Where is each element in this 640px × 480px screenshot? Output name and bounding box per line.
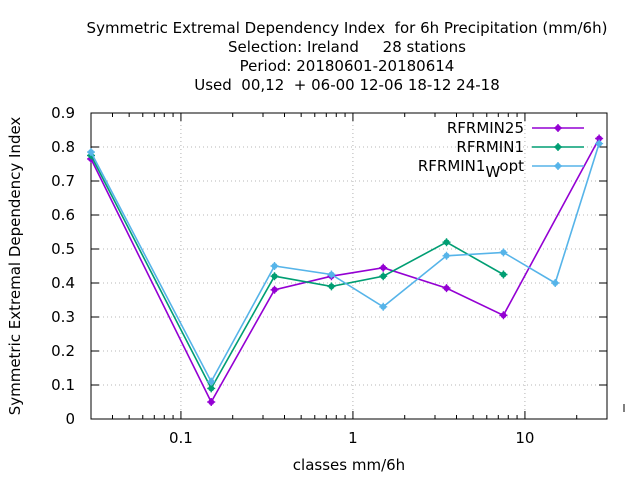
legend-marker-cross (554, 162, 562, 170)
legend-marker-cross (554, 143, 562, 151)
legend-label-main: RFRMIN1 (456, 138, 524, 156)
series-line (90, 155, 504, 391)
data-point-cross (270, 262, 279, 270)
legend-label-tail: opt (499, 157, 524, 175)
data-point-cross (270, 285, 279, 294)
x-tick-label: 0.1 (169, 429, 193, 447)
y-tick-label: 0.1 (51, 376, 75, 394)
x-axis-label: classes mm/6h (293, 456, 405, 474)
data-point-cross (442, 251, 451, 260)
data-point-cross (379, 302, 388, 311)
y-tick-label: 0.2 (51, 342, 75, 360)
data-point-cross (499, 270, 508, 279)
data-point-cross (327, 270, 336, 279)
series-lines (87, 134, 604, 406)
y-tick-label: 0.4 (51, 274, 75, 292)
legend-label-subscript: W (485, 163, 500, 181)
y-tick-label: 0 (65, 410, 75, 428)
plot-border (90, 112, 608, 420)
chart-title-line: Symmetric Extremal Dependency Index for … (87, 19, 608, 37)
y-axis-label: Symmetric Extremal Dependency Index (6, 117, 24, 416)
data-point-cross (327, 282, 336, 291)
legend-label-main: RFRMIN25 (447, 119, 524, 137)
data-point-cross (551, 279, 560, 287)
chart-title-line: Selection: Ireland 28 stations (228, 38, 466, 56)
chart-title: Symmetric Extremal Dependency Index for … (87, 19, 608, 94)
series-line (90, 143, 600, 384)
data-point-cross (270, 272, 279, 281)
x-tick-label: 1 (348, 429, 358, 447)
legend-label: RFRMIN1 (456, 138, 524, 156)
chart-title-line: Period: 20180601-20180614 (240, 57, 455, 75)
data-point-cross (87, 148, 95, 157)
y-tick-label: 0.7 (51, 172, 75, 190)
legend-label-main: RFRMIN1 (418, 157, 486, 175)
data-point-cross (499, 248, 508, 257)
chart-title-line: Used 00,12 + 06-00 12-06 18-12 24-18 (194, 76, 500, 94)
y-tick-label: 0.9 (51, 104, 75, 122)
legend-marker-cross (554, 124, 562, 132)
y-tick-label: 0.5 (51, 240, 75, 258)
y-tick-label: 0.8 (51, 138, 75, 156)
data-point-cross (207, 384, 216, 393)
data-point-cross (379, 263, 388, 272)
y-tick-label: 0.3 (51, 308, 75, 326)
y-tick-label: 0.6 (51, 206, 75, 224)
data-point-cross (442, 284, 451, 293)
data-point-cross (499, 311, 508, 320)
data-point-cross (207, 377, 216, 386)
x-tick-label: 10 (515, 429, 534, 447)
legend-label: RFRMIN25 (447, 119, 524, 137)
data-point-cross (379, 272, 388, 281)
legend-label: RFRMIN1Wopt (418, 157, 524, 181)
axis-ticks: 0 0.1 0.2 0.3 0.4 0.5 0.6 0.7 0.8 0.9 0.1 1 10 (51, 104, 625, 447)
data-point-cross (442, 238, 451, 247)
series-line (90, 138, 600, 404)
data-point-cross (207, 398, 216, 406)
data-point-cross (595, 139, 604, 148)
